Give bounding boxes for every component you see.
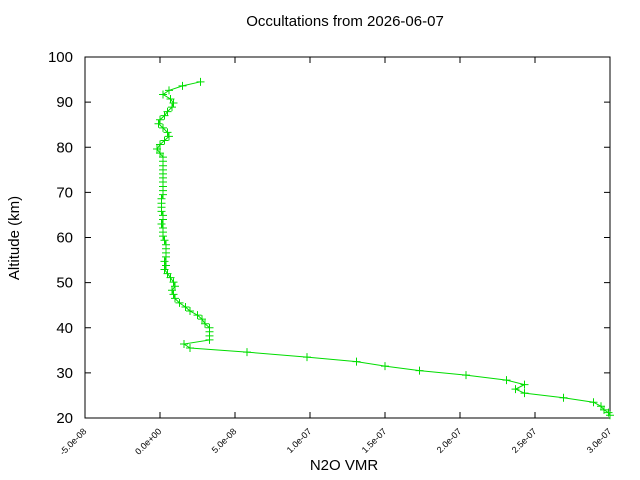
data-point <box>193 311 202 320</box>
data-point <box>205 335 214 344</box>
data-point <box>160 136 169 145</box>
y-tick-label: 70 <box>56 184 73 201</box>
data-point <box>162 252 170 261</box>
x-tick-label: 3.0e-07 <box>585 426 614 455</box>
y-tick-label: 100 <box>48 49 73 66</box>
data-point <box>186 344 194 353</box>
y-axis-label: Altitude (km) <box>6 196 23 280</box>
data-point <box>165 132 173 141</box>
data-point <box>166 273 175 282</box>
data-point <box>156 149 164 158</box>
data-point <box>157 207 166 216</box>
data-point <box>352 357 361 366</box>
y-tick-label: 40 <box>56 320 73 337</box>
data-point <box>201 319 209 328</box>
y-tick-label: 30 <box>56 365 73 382</box>
y-tick-label: 80 <box>56 139 73 156</box>
x-axis-label: N2O VMR <box>310 457 379 474</box>
data-point <box>153 145 161 154</box>
data-point <box>168 103 176 112</box>
data-point <box>154 119 163 128</box>
data-point <box>160 236 169 245</box>
x-tick-label: -5.0e-08 <box>58 426 89 457</box>
data-point <box>520 389 529 398</box>
data-point <box>171 282 179 291</box>
x-tick-label: 0.0e+00 <box>133 426 163 456</box>
data-point <box>159 190 167 199</box>
data-point <box>600 405 608 414</box>
chart-title: Occultations from 2026-06-07 <box>246 13 444 30</box>
data-point <box>156 115 164 124</box>
data-point <box>243 348 251 357</box>
data-point <box>186 307 194 316</box>
data-point <box>511 385 520 394</box>
data-point <box>163 269 172 278</box>
data-point <box>165 86 173 95</box>
x-tick-label: 1.5e-07 <box>360 426 389 455</box>
data-point <box>175 298 184 307</box>
data-point <box>163 128 172 137</box>
data-point <box>502 376 511 385</box>
data-point <box>415 366 424 375</box>
y-tick-label: 60 <box>56 230 73 247</box>
data-point <box>157 219 166 228</box>
data-point <box>181 302 190 311</box>
data-point <box>160 257 169 266</box>
data-point <box>180 339 188 348</box>
x-tick-label: 2.0e-07 <box>435 426 464 455</box>
data-point <box>178 81 187 90</box>
data-point <box>169 99 178 108</box>
data-point <box>198 315 206 324</box>
data-point <box>196 77 205 86</box>
data-point <box>169 290 178 299</box>
data-point <box>166 94 175 103</box>
data-point <box>462 371 470 380</box>
data-point <box>159 90 167 99</box>
data-point <box>159 232 167 241</box>
data-point <box>160 265 169 274</box>
data-point <box>559 393 568 402</box>
data-point <box>159 215 167 224</box>
data-point <box>606 411 614 420</box>
data-point <box>159 123 167 132</box>
x-tick-label: 1.0e-07 <box>285 426 314 455</box>
data-point <box>169 278 178 287</box>
data-line <box>156 81 611 416</box>
data-point <box>163 107 172 116</box>
data-point <box>162 261 170 270</box>
data-point <box>589 398 598 407</box>
data-point <box>171 294 179 303</box>
data-point <box>168 286 176 295</box>
y-tick-label: 20 <box>56 410 73 427</box>
x-tick-label: 2.5e-07 <box>510 426 539 455</box>
data-point <box>381 362 389 371</box>
y-tick-label: 90 <box>56 94 73 111</box>
data-point <box>520 380 529 389</box>
x-tick-label: 5.0e-08 <box>210 426 239 455</box>
y-tick-label: 50 <box>56 275 73 292</box>
data-point <box>303 353 311 362</box>
data-point <box>160 111 169 120</box>
data-point <box>156 140 164 149</box>
